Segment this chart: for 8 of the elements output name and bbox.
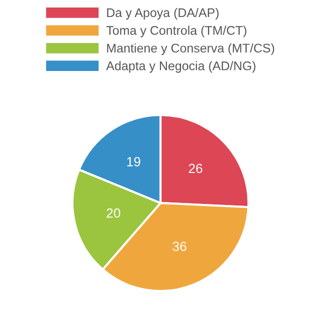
data-label: 26: [188, 164, 202, 174]
legend-label: Mantiene y Conserva (MT/CS): [107, 43, 274, 56]
data-label: 19: [127, 157, 140, 166]
legend-label: Toma y Controla (TM/CT): [106, 26, 246, 38]
data-label: 36: [172, 242, 186, 252]
legend-label: Da y Apoya (DA/AP): [107, 8, 219, 20]
data-label: 20: [106, 208, 120, 218]
legend-label: Adapta y Negocia (AD/NG): [106, 61, 256, 73]
